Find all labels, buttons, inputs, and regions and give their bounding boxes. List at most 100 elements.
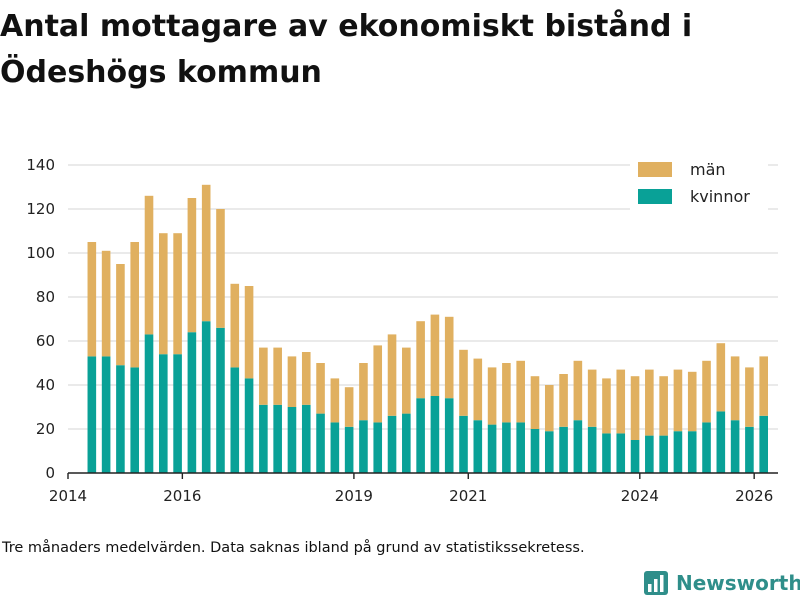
bar-women bbox=[487, 424, 497, 473]
legend-swatch bbox=[638, 162, 672, 177]
bar-women bbox=[530, 429, 540, 473]
bar-women bbox=[101, 356, 111, 473]
bar-women bbox=[502, 422, 511, 473]
bar-men bbox=[430, 314, 440, 396]
brand-name: Newsworthy bbox=[676, 571, 800, 595]
bar-women bbox=[344, 426, 354, 473]
bar-women bbox=[116, 365, 125, 473]
bar-women bbox=[201, 321, 211, 473]
bar-women bbox=[702, 422, 711, 473]
bar-women bbox=[616, 433, 626, 473]
bar-men bbox=[502, 363, 511, 423]
bar-men bbox=[645, 369, 654, 436]
x-tick-label: 2019 bbox=[335, 487, 373, 505]
bar-women bbox=[244, 378, 254, 473]
bar-men bbox=[359, 363, 368, 421]
bar-women bbox=[402, 413, 411, 473]
bar-women bbox=[645, 435, 654, 473]
bar-women bbox=[287, 407, 297, 473]
bar-men bbox=[716, 343, 726, 412]
bar-men bbox=[544, 385, 554, 432]
bar-women bbox=[444, 398, 454, 473]
bar-men bbox=[402, 347, 411, 414]
bar-men bbox=[587, 369, 597, 427]
bar-men bbox=[616, 369, 626, 434]
bar-women bbox=[144, 334, 154, 473]
bar-men bbox=[216, 209, 225, 328]
bar-men bbox=[316, 363, 325, 414]
bar-men bbox=[416, 321, 425, 399]
bar-men bbox=[459, 349, 468, 416]
bar-women bbox=[387, 415, 397, 473]
x-tick-label: 2016 bbox=[163, 487, 201, 505]
bar-men bbox=[201, 184, 211, 322]
bar-women bbox=[259, 404, 268, 473]
bar-women bbox=[730, 420, 740, 473]
bar-men bbox=[530, 376, 540, 429]
legend: män kvinnor bbox=[630, 154, 768, 212]
bar-men bbox=[301, 352, 311, 405]
bar-women bbox=[230, 367, 240, 473]
bar-women bbox=[544, 431, 554, 473]
footnote: Tre månaders medelvärden. Data saknas ib… bbox=[2, 540, 585, 556]
y-tick-label: 60 bbox=[36, 332, 55, 350]
bar-men bbox=[230, 283, 240, 368]
bar-men bbox=[287, 356, 297, 407]
y-tick-label: 0 bbox=[45, 464, 55, 482]
bar-men bbox=[559, 374, 568, 427]
y-axis-ticks: 0 20 40 60 80 100 120 140 bbox=[26, 156, 55, 482]
chart-title: Antal mottagare av ekonomiskt bistånd i … bbox=[0, 9, 693, 90]
bar-women bbox=[587, 426, 597, 473]
bar-men bbox=[144, 195, 154, 335]
bars bbox=[87, 184, 768, 473]
bar-men bbox=[487, 367, 497, 425]
bar-women bbox=[87, 356, 97, 473]
bar-women bbox=[130, 367, 140, 473]
x-tick-label: 2024 bbox=[621, 487, 659, 505]
bar-men bbox=[602, 378, 611, 434]
x-axis-ticks: 2014 2016 2019 2021 2024 2026 bbox=[49, 473, 773, 505]
bar-women bbox=[416, 398, 425, 473]
bar-men bbox=[759, 356, 768, 416]
bar-women bbox=[373, 422, 383, 473]
bar-women bbox=[630, 440, 640, 473]
newsworthy-chart-logo-icon bbox=[644, 571, 668, 595]
y-tick-label: 120 bbox=[26, 200, 55, 218]
bar-men bbox=[573, 360, 583, 421]
bar-men bbox=[116, 264, 125, 366]
bar-women bbox=[216, 327, 225, 473]
bar-men bbox=[101, 250, 111, 357]
bar-men bbox=[159, 233, 168, 355]
bar-women bbox=[359, 420, 368, 473]
bar-women bbox=[473, 420, 483, 473]
brand[interactable]: Newsworthy bbox=[644, 566, 800, 600]
bar-men bbox=[130, 242, 140, 368]
bar-men bbox=[273, 347, 282, 405]
bar-men bbox=[673, 369, 683, 432]
bar-women bbox=[759, 415, 768, 473]
legend-label: män bbox=[690, 160, 726, 179]
bar-men bbox=[702, 360, 711, 423]
x-tick-label: 2014 bbox=[49, 487, 87, 505]
bar-women bbox=[316, 413, 325, 473]
bar-men bbox=[259, 347, 268, 405]
bar-women bbox=[659, 435, 668, 473]
bar-men bbox=[387, 334, 397, 416]
bar-men bbox=[516, 360, 525, 423]
legend-label: kvinnor bbox=[690, 187, 750, 206]
bar-men bbox=[730, 356, 740, 421]
legend-swatch bbox=[638, 189, 672, 204]
bar-men bbox=[244, 286, 254, 379]
bar-women bbox=[687, 431, 697, 473]
bar-men bbox=[473, 358, 483, 421]
bar-men bbox=[630, 376, 640, 440]
bar-women bbox=[430, 396, 440, 473]
bar-women bbox=[301, 404, 311, 473]
bar-men bbox=[187, 198, 197, 333]
y-tick-label: 80 bbox=[36, 288, 55, 306]
y-tick-label: 140 bbox=[26, 156, 55, 174]
bar-women bbox=[716, 411, 726, 473]
x-tick-label: 2021 bbox=[449, 487, 487, 505]
y-tick-label: 40 bbox=[36, 376, 55, 394]
